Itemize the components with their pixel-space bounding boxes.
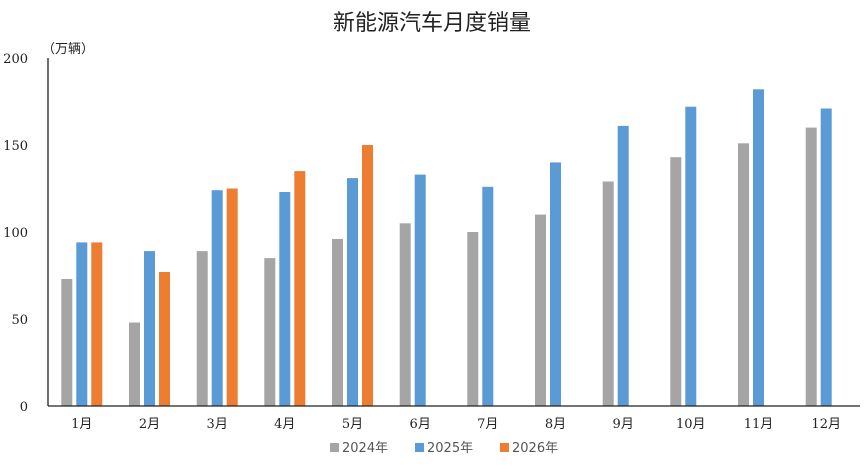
x-tick-label: 5月 xyxy=(342,417,363,432)
x-tick-label: 3月 xyxy=(207,417,228,432)
bar-2025年-2月 xyxy=(144,251,155,406)
x-tick-label: 4月 xyxy=(274,417,295,432)
bar-2024年-3月 xyxy=(196,251,208,406)
bar-2024年-12月 xyxy=(805,127,817,406)
legend-swatch xyxy=(500,443,509,452)
bar-2025年-8月 xyxy=(550,162,561,406)
x-tick-label: 9月 xyxy=(613,417,634,432)
bar-2024年-11月 xyxy=(738,143,749,407)
x-tick-label: 12月 xyxy=(811,417,841,432)
y-tick-label: 200 xyxy=(3,52,28,67)
y-tick-label: 100 xyxy=(3,226,28,241)
legend-label: 2026年 xyxy=(512,441,558,456)
bar-2025年-4月 xyxy=(279,192,291,406)
bar-2026年-2月 xyxy=(159,272,170,406)
x-tick-label: 6月 xyxy=(410,417,431,432)
bar-2024年-7月 xyxy=(467,232,479,406)
bar-2026年-3月 xyxy=(226,188,238,406)
y-tick-label: 50 xyxy=(11,313,28,328)
bars-group xyxy=(61,89,832,407)
y-tick-label: 150 xyxy=(3,139,28,154)
bar-2026年-5月 xyxy=(362,145,373,406)
bar-2024年-6月 xyxy=(399,223,411,406)
x-tick-label: 1月 xyxy=(71,417,92,432)
bar-2025年-7月 xyxy=(482,186,494,406)
bar-2024年-9月 xyxy=(602,181,614,406)
bar-2025年-3月 xyxy=(211,190,223,406)
bar-2025年-10月 xyxy=(685,106,697,406)
bar-2026年-1月 xyxy=(91,242,103,406)
bar-2026年-4月 xyxy=(294,171,306,406)
legend: 2024年 2025年 2026年 xyxy=(330,441,558,456)
bar-2024年-8月 xyxy=(535,214,546,406)
bar-2025年-5月 xyxy=(347,178,358,406)
bar-2025年-11月 xyxy=(753,89,764,407)
bar-2024年-2月 xyxy=(129,322,140,406)
x-tick-label: 10月 xyxy=(676,417,706,432)
bar-2025年-12月 xyxy=(820,108,832,406)
legend-label: 2024年 xyxy=(342,441,388,456)
y-tick-label: 0 xyxy=(20,400,28,415)
bar-2025年-1月 xyxy=(76,242,88,406)
axes-group: 1月 2月 3月 4月 5月 6月 7月 8月 9月 10月 11月 12月 0 50 100 150 200 xyxy=(3,52,860,432)
unit-label: （万辆） xyxy=(42,42,94,57)
legend-swatch xyxy=(330,443,339,452)
x-tick-label: 11月 xyxy=(744,417,774,432)
legend-swatch xyxy=(415,443,424,452)
chart-title: 新能源汽车月度销量 xyxy=(333,11,531,36)
bar-2024年-10月 xyxy=(670,157,682,406)
x-tick-label: 2月 xyxy=(139,417,160,432)
x-tick-label: 8月 xyxy=(545,417,566,432)
bar-2025年-6月 xyxy=(414,174,426,406)
bar-2024年-4月 xyxy=(264,258,276,406)
bar-2024年-5月 xyxy=(332,239,343,406)
x-tick-label: 7月 xyxy=(477,417,498,432)
legend-label: 2025年 xyxy=(427,441,473,456)
bar-2024年-1月 xyxy=(61,279,73,406)
bar-2025年-9月 xyxy=(617,125,629,407)
